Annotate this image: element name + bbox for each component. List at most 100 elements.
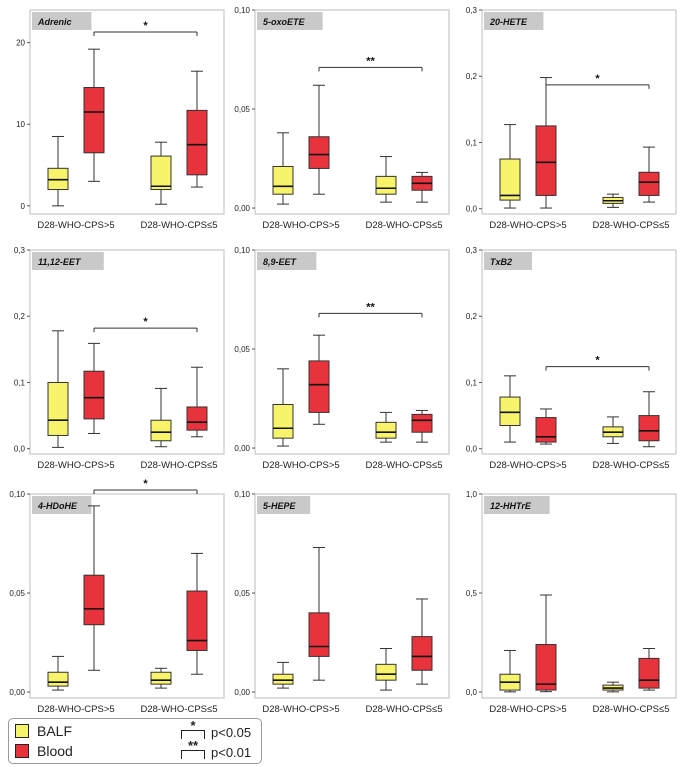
blood-box <box>186 366 208 438</box>
y-tick-label: 0,5 <box>466 589 478 598</box>
legend-significance-2: ** p<0.01 <box>181 738 252 761</box>
significance-stars: ** <box>366 55 375 67</box>
chart-panel: 12-HHTrE 0,0 0,5 1,0 D28-WHO-CPS>5 D28-WHO-CP… <box>456 488 679 718</box>
iqr-box <box>411 636 433 671</box>
legend-label-balf: BALF <box>37 723 73 739</box>
iqr-box <box>535 417 557 443</box>
significance-stars: * <box>595 73 600 85</box>
box-plot: 4-HDoHE 0,00 0,05 0,10 D28-WHO-CPS>5 D28-WHO-… <box>9 478 225 715</box>
y-tick-label: 0,00 <box>234 688 250 697</box>
y-tick-label: 0,1 <box>466 138 478 147</box>
iqr-box <box>150 155 172 191</box>
sig-label-2: p<0.01 <box>211 744 252 760</box>
balf-box <box>499 124 521 209</box>
box-plot: 5-oxoETE 0,00 0,05 0,10 D28-WHO-CPS>5 D28-WHO… <box>234 6 450 231</box>
title-tag <box>257 12 323 30</box>
x-category-label: D28-WHO-CPS≤5 <box>140 704 217 715</box>
chart-title: 8,9-EET <box>263 257 298 267</box>
chart-title: TxB2 <box>490 257 512 267</box>
balf-box <box>602 193 624 208</box>
iqr-box <box>83 574 105 626</box>
legend-significance-1: * p<0.05 <box>181 718 252 741</box>
significance-bracket: * <box>93 478 198 495</box>
blood-box <box>83 505 105 671</box>
sig-label-1: p<0.05 <box>211 724 252 740</box>
y-tick-label: 0,10 <box>234 490 250 499</box>
iqr-box <box>150 671 172 685</box>
chart-panel: 8,9-EET 0,00 0,05 0,10 D28-WHO-CPS>5 D28-WHO-… <box>229 244 452 474</box>
iqr-box <box>83 370 105 420</box>
iqr-box <box>47 167 69 191</box>
box-plot: 11,12-EET 0,0 0,1 0,2 0,3 D28-WHO-CPS>5 D28-WH… <box>14 246 225 471</box>
y-tick-label: 0,05 <box>9 589 25 598</box>
x-category-label: D28-WHO-CPS≤5 <box>592 220 669 231</box>
y-tick-label: 0,05 <box>234 589 250 598</box>
sig-stars-2: ** <box>187 737 199 753</box>
iqr-box <box>186 109 208 176</box>
x-category-label: D28-WHO-CPS>5 <box>262 460 339 471</box>
significance-bracket: * <box>93 316 198 333</box>
iqr-box <box>308 360 330 413</box>
significance-bracket: ** <box>318 55 423 72</box>
balf-box <box>47 330 69 448</box>
balf-box <box>47 655 69 691</box>
blood-swatch <box>15 744 29 758</box>
iqr-box <box>272 165 294 195</box>
iqr-box <box>535 644 557 691</box>
iqr-box <box>375 663 397 681</box>
chart-title: 4-HDoHE <box>37 501 78 511</box>
iqr-box <box>272 673 294 685</box>
blood-box <box>535 594 557 693</box>
balf-box <box>375 156 397 203</box>
box-plot: 8,9-EET 0,00 0,05 0,10 D28-WHO-CPS>5 D28-WHO-… <box>234 246 450 471</box>
significance-bracket: * <box>545 355 650 371</box>
iqr-box <box>186 406 208 431</box>
chart-title: 5-oxoETE <box>263 17 306 27</box>
y-tick-label: 0 <box>21 202 26 211</box>
iqr-box <box>375 421 397 439</box>
iqr-box <box>375 175 397 195</box>
x-category-label: D28-WHO-CPS≤5 <box>592 704 669 715</box>
blood-box <box>308 334 330 425</box>
iqr-box <box>638 657 660 689</box>
iqr-box <box>308 136 330 169</box>
y-tick-label: 0,0 <box>14 445 26 454</box>
title-tag <box>257 252 317 270</box>
y-tick-label: 0,00 <box>9 688 25 697</box>
balf-box <box>499 649 521 693</box>
y-tick-label: 0,3 <box>466 6 478 15</box>
x-category-label: D28-WHO-CPS≤5 <box>365 460 442 471</box>
blood-box <box>186 552 208 675</box>
blood-box <box>186 70 208 188</box>
title-tag <box>32 496 92 514</box>
title-tag <box>484 12 544 30</box>
chart-panel: 20-HETE 0,0 0,1 0,2 0,3 D28-WHO-CPS>5 D28-WHO-… <box>456 4 679 234</box>
balf-box <box>272 368 294 447</box>
blood-box <box>638 647 660 691</box>
balf-box <box>150 141 172 205</box>
plot-frame <box>481 493 677 699</box>
blood-box <box>83 48 105 182</box>
title-tag <box>32 12 92 30</box>
box-plot: 12-HHTrE 0,0 0,5 1,0 D28-WHO-CPS>5 D28-WHO-CP… <box>466 490 677 715</box>
x-category-label: D28-WHO-CPS≤5 <box>140 460 217 471</box>
balf-box <box>150 387 172 448</box>
y-tick-label: 0,0 <box>466 205 478 214</box>
y-tick-label: 0,10 <box>234 6 250 15</box>
blood-box <box>83 342 105 434</box>
box-plot: 20-HETE 0,0 0,1 0,2 0,3 D28-WHO-CPS>5 D28-WHO-… <box>466 6 677 231</box>
x-category-label: D28-WHO-CPS>5 <box>37 704 114 715</box>
chart-panel: Adrenic 0 10 20 D28-WHO-CPS>5 D28-WHO-CPS≤5 * <box>4 4 227 234</box>
iqr-box <box>638 415 660 442</box>
plot-frame <box>29 493 225 699</box>
balf-box <box>602 416 624 444</box>
iqr-box <box>308 612 330 657</box>
chart-title: Adrenic <box>37 17 72 27</box>
iqr-box <box>638 171 660 196</box>
iqr-box <box>499 158 521 201</box>
y-tick-label: 0,3 <box>466 246 478 255</box>
x-category-label: D28-WHO-CPS≤5 <box>365 704 442 715</box>
legend-item-blood: Blood <box>15 742 73 760</box>
y-tick-label: 0,0 <box>466 688 478 697</box>
